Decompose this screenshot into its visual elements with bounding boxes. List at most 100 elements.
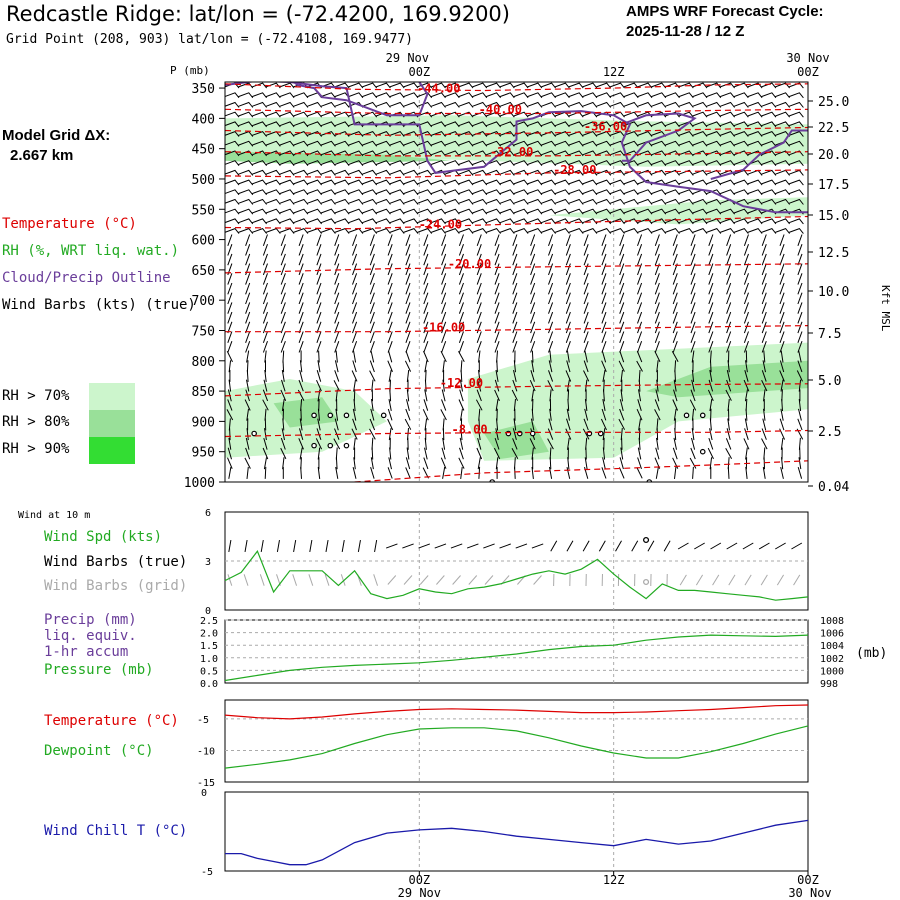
wind-barb xyxy=(252,198,267,205)
wind-barb xyxy=(623,121,639,128)
wind-barb xyxy=(423,292,429,305)
wind-barb xyxy=(678,82,694,89)
wind-barb xyxy=(225,218,240,225)
wind-barb xyxy=(775,101,790,108)
wind-barb xyxy=(689,457,697,469)
wind-barb xyxy=(797,302,803,314)
wind-barb xyxy=(362,101,378,108)
isotherm-line xyxy=(354,460,808,482)
wind-barb xyxy=(743,282,749,295)
wind-barb xyxy=(623,111,639,118)
wind-barb xyxy=(554,228,570,234)
wind-barb xyxy=(671,351,679,363)
wind-barb xyxy=(665,208,680,215)
wind-barb xyxy=(788,101,804,108)
wind-barb xyxy=(423,311,429,324)
wind-barb xyxy=(317,466,321,479)
wind-barb xyxy=(708,311,714,324)
wind-barb xyxy=(708,282,714,295)
wind-barb xyxy=(565,263,571,276)
wind-barb xyxy=(692,218,708,225)
wind-barb xyxy=(293,160,309,167)
wind-barb xyxy=(582,428,590,440)
wind-barb xyxy=(513,189,529,196)
wind-barb xyxy=(720,179,735,186)
wind-barb xyxy=(726,273,732,285)
wind-barb xyxy=(494,311,500,324)
wind-barb xyxy=(672,234,678,246)
wind-barb xyxy=(706,169,722,176)
wind-barb xyxy=(788,160,804,167)
wind-barb xyxy=(499,111,515,118)
wind-barb xyxy=(678,101,694,108)
wind-barb xyxy=(227,292,233,305)
wind-barb xyxy=(798,408,802,421)
wind-barb xyxy=(761,331,767,343)
wind-barb xyxy=(252,92,267,99)
wind-barb xyxy=(706,140,722,147)
wind-barb xyxy=(424,437,427,450)
wind-barb xyxy=(706,92,722,99)
wind-barb xyxy=(582,121,598,128)
wind-barb xyxy=(252,111,267,118)
wind-barb xyxy=(549,408,552,421)
wind-barb xyxy=(263,457,267,470)
wind-barb xyxy=(262,292,268,305)
wind-barb xyxy=(458,399,465,411)
wind-barb-grid xyxy=(340,574,346,586)
pressure-axis-label: P (mb) xyxy=(170,64,210,77)
wind-barb xyxy=(298,302,304,314)
wind-barb xyxy=(375,140,391,147)
wind-barb-true xyxy=(615,540,622,552)
wind-barb xyxy=(298,292,304,305)
wind-barb xyxy=(636,467,643,479)
height-tick-label: 15.0 xyxy=(818,209,849,224)
wind-barb xyxy=(298,282,304,295)
wind-barb xyxy=(619,457,624,470)
wind-barb xyxy=(472,160,488,167)
height-tick-label: 10.0 xyxy=(818,285,849,300)
wind-barb xyxy=(307,208,322,215)
wind-barb xyxy=(568,218,584,225)
wind-barb xyxy=(583,341,589,353)
wind-barb xyxy=(238,82,254,89)
wind-barb xyxy=(389,198,405,205)
wind-barb xyxy=(299,428,304,441)
wind-barb xyxy=(672,302,678,314)
wind-barb xyxy=(725,389,732,401)
wind-barb-grid xyxy=(452,575,461,585)
wind-barb xyxy=(316,273,322,285)
wind-barb xyxy=(596,92,612,99)
wind-barb xyxy=(279,169,295,176)
wind-barb xyxy=(404,418,412,430)
wind-barb xyxy=(582,140,598,147)
rh-region-80 xyxy=(225,151,452,164)
wind-barb xyxy=(620,389,623,402)
wind-barb xyxy=(225,198,240,205)
temperature-line xyxy=(224,704,809,720)
wind-barb xyxy=(403,189,419,196)
wind-barb xyxy=(300,466,302,479)
wind-barb xyxy=(549,457,552,470)
wind-barb xyxy=(369,273,375,285)
wind-barb xyxy=(797,273,803,285)
wind-barb xyxy=(733,179,749,186)
wind-barb xyxy=(227,273,233,285)
top-date-label: 29 Nov xyxy=(386,51,429,65)
wind-barb xyxy=(441,311,447,324)
legend-swatch-rh70 xyxy=(89,383,135,410)
isotherm-label: -20.00 xyxy=(448,257,491,271)
wind-barb xyxy=(262,311,268,324)
wind-barb xyxy=(775,189,790,196)
wind-barb xyxy=(334,360,339,373)
wind-barb xyxy=(584,350,588,363)
wind-barb xyxy=(320,228,336,234)
wind-barb xyxy=(458,253,464,266)
wind-barb xyxy=(651,160,667,167)
wind-barb xyxy=(499,160,515,167)
wind-barb xyxy=(568,121,584,128)
wind-barb xyxy=(252,101,267,108)
wind-barb xyxy=(499,208,515,215)
wind-barb xyxy=(293,208,309,215)
top-date-label: 30 Nov xyxy=(786,51,829,65)
